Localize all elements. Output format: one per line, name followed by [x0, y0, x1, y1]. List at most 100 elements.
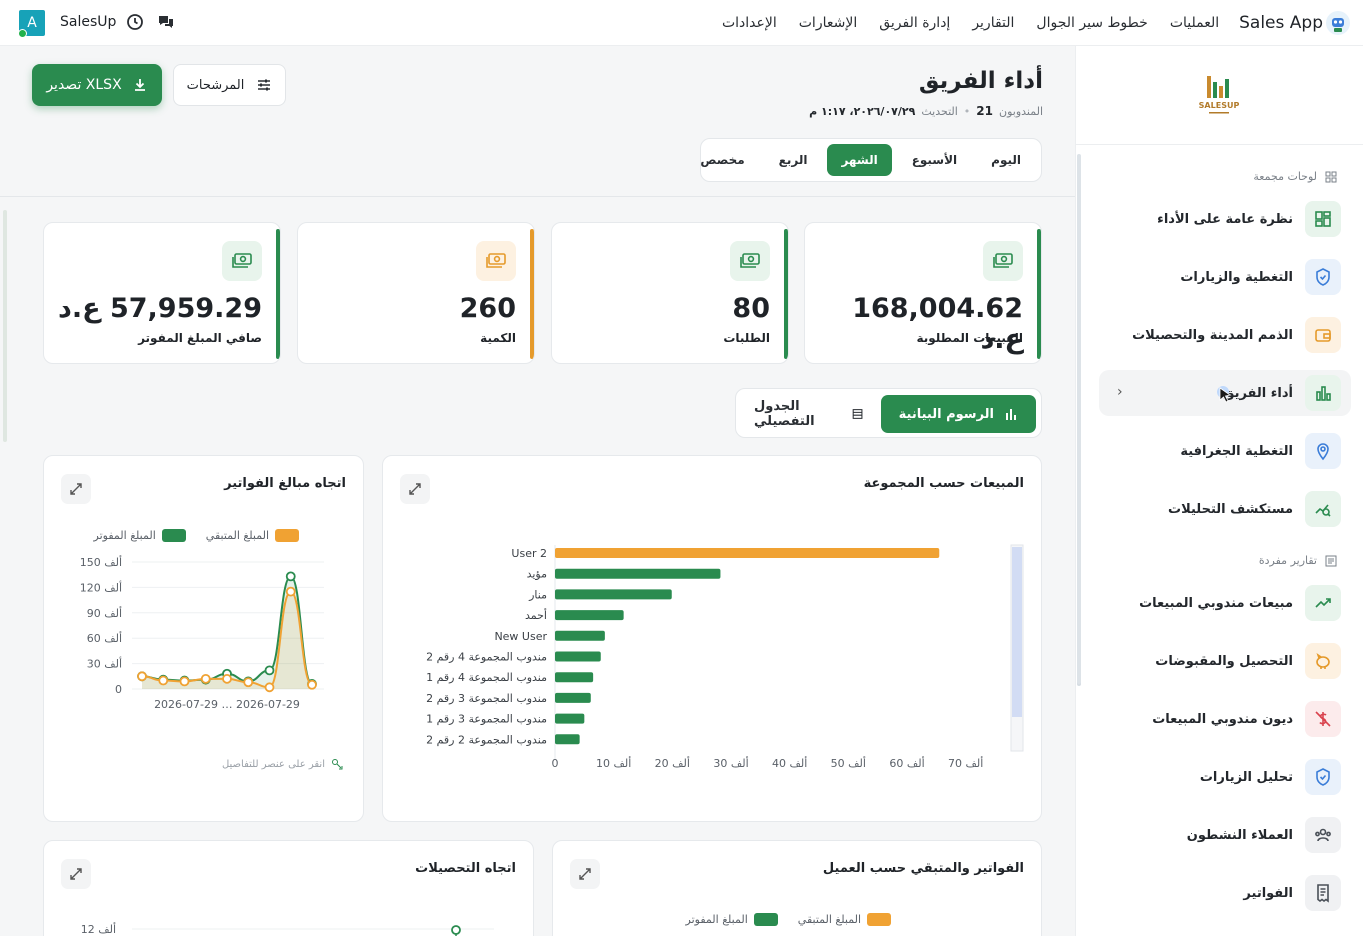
series-area [142, 591, 312, 689]
sidebar-item-coverage-visits[interactable]: التغطية والزيارات [1099, 254, 1351, 300]
expand-invoices-by-customer-button[interactable] [570, 859, 600, 889]
section-single-label: تقارير مفردة [1258, 554, 1317, 567]
bar[interactable] [555, 568, 721, 579]
kpi-accent-bar [276, 229, 280, 359]
category-label: أحمد [525, 608, 547, 622]
kpi-quantity[interactable]: 260 الكمية [297, 222, 535, 364]
category-label: منار [528, 588, 547, 601]
data-point[interactable] [200, 673, 211, 684]
bar[interactable] [555, 589, 672, 600]
sidebar-item-label: الذمم المدينة والتحصيلات [1132, 327, 1293, 343]
brand-title[interactable]: Sales App [1239, 13, 1323, 33]
clock-icon[interactable] [126, 13, 144, 31]
filters-button[interactable]: المرشحات [173, 64, 286, 106]
content-scrollbar[interactable] [1077, 154, 1081, 684]
kpi-label: الكمية [480, 331, 516, 345]
bar[interactable] [555, 610, 624, 621]
avatar[interactable]: A [18, 10, 45, 38]
data-point[interactable] [137, 671, 147, 682]
legend-billed[interactable]: المبلغ المفوتر [685, 913, 748, 926]
collections-trend-chart: 12 ألف [81, 922, 494, 936]
sidebar-item-geo-coverage[interactable]: التغطية الجغرافية [1099, 428, 1351, 474]
data-point[interactable] [307, 679, 317, 690]
chart-zoom-handle[interactable] [1012, 547, 1022, 717]
x-tick-label: 10 ألف [596, 756, 631, 770]
main-scrollbar[interactable] [3, 210, 7, 442]
x-tick-label: 60 ألف [889, 756, 924, 770]
category-label: New User [494, 630, 547, 643]
legend-billed[interactable]: المبلغ المفوتر [93, 529, 156, 542]
legend-remaining[interactable]: المبلغ المتبقي [205, 529, 269, 542]
kpi-orders[interactable]: 80 الطلبات [551, 222, 789, 364]
nav-mobile-routes[interactable]: خطوط سير الجوال [1036, 15, 1148, 31]
sidebar-item-label: نظرة عامة على الأداء [1157, 211, 1293, 227]
kpi-icon-box [730, 241, 770, 281]
period-today[interactable]: اليوم [991, 153, 1021, 167]
category-label: User 2 [511, 547, 547, 560]
nav-notifications[interactable]: الإشعارات [798, 15, 858, 31]
nav-operations[interactable]: العمليات [1169, 15, 1220, 31]
kpi-value: 260 [459, 293, 516, 324]
kpi-ordered-sales[interactable]: 168,004.62 ع.د المبيعات المطلوبة [804, 222, 1042, 364]
chevron-right-icon[interactable]: › [1117, 384, 1123, 400]
sidebar-item-visit-analysis[interactable]: تحليل الزيارات [1099, 754, 1351, 800]
sidebar-item-overview[interactable]: نظرة عامة على الأداء [1099, 196, 1351, 242]
sidebar-item-label: التحصيل والمقبوضات [1155, 653, 1293, 669]
bar[interactable] [555, 630, 605, 641]
bar[interactable] [555, 651, 601, 662]
sidebar-item-invoices[interactable]: الفواتير [1099, 870, 1351, 916]
data-point[interactable] [243, 677, 254, 688]
chat-icon[interactable] [157, 13, 175, 31]
sidebar-item-team-performance[interactable]: أداء الفريق › [1099, 370, 1351, 416]
app-logo[interactable] [1325, 10, 1351, 40]
map-pin-icon [1317, 443, 1329, 461]
data-point[interactable] [222, 673, 232, 684]
invoices-by-customer-title: الفواتير والمتبقي حسب العميل [822, 861, 1024, 876]
workspace-name[interactable]: SalesUp [60, 14, 117, 30]
legend-remaining[interactable]: المبلغ المتبقي [797, 913, 861, 926]
top-navigation: Sales App العمليات خطوط سير الجوال التقا… [700, 0, 1323, 46]
kpi-label: الطلبات [723, 331, 770, 345]
expand-collections-trend-button[interactable] [61, 859, 91, 889]
x-tick-label: 20 ألف [655, 756, 690, 770]
bar[interactable] [555, 548, 940, 558]
bar[interactable] [555, 672, 594, 683]
data-point[interactable] [285, 571, 296, 582]
data-point[interactable] [179, 676, 190, 687]
period-month[interactable]: الشهر [827, 144, 892, 176]
data-point[interactable] [264, 665, 275, 676]
period-quarter[interactable]: الربع [778, 153, 808, 167]
kpi-icon-box [983, 241, 1023, 281]
bar[interactable] [555, 713, 585, 724]
table-view-button[interactable]: الجدول التفصيلي [736, 395, 881, 433]
expand-invoice-trend-button[interactable] [61, 474, 91, 504]
nav-reports[interactable]: التقارير [972, 15, 1015, 31]
sidebar-item-collections[interactable]: التحصيل والمقبوضات [1099, 638, 1351, 684]
legend-swatch-remaining [867, 913, 891, 926]
export-xlsx-button[interactable]: تصدير XLSX [32, 64, 162, 106]
data-point[interactable] [264, 682, 275, 693]
sidebar-item-rep-debts[interactable]: ديون مندوبي المبيعات [1099, 696, 1351, 742]
bar[interactable] [555, 692, 591, 703]
y-tick-label: 12 ألف [81, 922, 116, 936]
bar[interactable] [555, 734, 580, 745]
sidebar-item-analytics-explorer[interactable]: مستكشف التحليلات [1099, 486, 1351, 532]
receipt-icon [1317, 884, 1329, 903]
data-point[interactable] [158, 675, 169, 686]
sidebar-icon-box [1305, 433, 1341, 469]
data-point[interactable] [451, 925, 461, 935]
period-custom[interactable]: مخصص [700, 153, 745, 167]
nav-team-management[interactable]: إدارة الفريق [879, 15, 951, 31]
sidebar-item-rep-sales[interactable]: مبيعات مندوبي المبيعات [1099, 580, 1351, 626]
sidebar-item-active-customers[interactable]: العملاء النشطون [1099, 812, 1351, 858]
expand-icon [70, 868, 82, 880]
banknote-icon [993, 253, 1013, 268]
period-week[interactable]: الأسبوع [911, 153, 958, 167]
sidebar-item-receivables[interactable]: الذمم المدينة والتحصيلات [1099, 312, 1351, 358]
expand-sales-by-group-button[interactable] [400, 474, 430, 504]
kpi-net-billed[interactable]: 57,959.29 ع.د صافي المبلغ المفوتر [43, 222, 281, 364]
nav-settings[interactable]: الإعدادات [721, 15, 777, 31]
users-icon [1315, 828, 1331, 842]
data-point[interactable] [285, 586, 296, 597]
charts-view-button[interactable]: الرسوم البيانية [880, 395, 1036, 433]
